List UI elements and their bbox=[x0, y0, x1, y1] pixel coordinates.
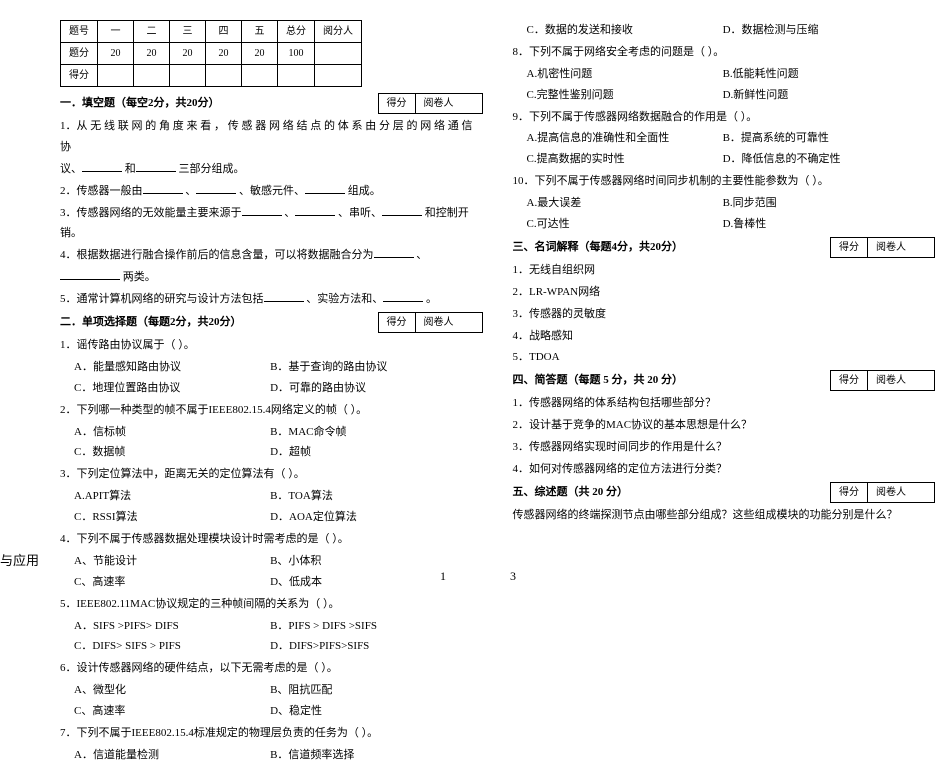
th-4: 四 bbox=[206, 21, 242, 43]
section1-scorebox: 得分 阅卷人 bbox=[378, 93, 483, 114]
s2-q7-opts: A．信道能量检测 B．信道频率选择 bbox=[60, 745, 483, 766]
th-total: 总分 bbox=[278, 21, 315, 43]
s3-q2: 2．LR-WPAN网络 bbox=[513, 282, 936, 303]
th-label: 题号 bbox=[61, 21, 98, 43]
exam-page: 题号 一 二 三 四 五 总分 阅分人 题分 20 20 20 20 20 10… bbox=[0, 0, 945, 776]
s2: 20 bbox=[134, 43, 170, 65]
s4-q3: 3．传感器网络实现时间同步的作用是什么？ bbox=[513, 437, 936, 458]
row2-label: 得分 bbox=[61, 65, 98, 87]
s2-q3: 3．下列定位算法中，距离无关的定位算法有（ ）。 bbox=[60, 464, 483, 485]
page-number-3: 3 bbox=[510, 569, 516, 584]
section5-scorebox: 得分 阅卷人 bbox=[830, 482, 935, 503]
th-reviewer: 阅分人 bbox=[315, 21, 362, 43]
right-column: C．数据的发送和接收 D．数据检测与压缩 8．下列不属于网络安全考虑的问题是（ … bbox=[513, 20, 936, 766]
section3-header: 三、名词解释（每题4分，共20分） 得分 阅卷人 bbox=[513, 237, 936, 258]
s2-q8-opts: A.机密性问题 B.低能耗性问题 C.完整性鉴别问题 D.新鲜性问题 bbox=[513, 64, 936, 106]
th-1: 一 bbox=[98, 21, 134, 43]
section1-title: 一．填空题（每空2分，共20分） bbox=[60, 93, 220, 114]
s1: 20 bbox=[98, 43, 134, 65]
bottom-label: 与应用 bbox=[0, 550, 39, 569]
section1-header: 一．填空题（每空2分，共20分） 得分 阅卷人 bbox=[60, 93, 483, 114]
section2-header: 二．单项选择题（每题2分，共20分） 得分 阅卷人 bbox=[60, 312, 483, 333]
s2-q2-opts: A．信标帧 B．MAC命令帧 C．数据帧 D．超帧 bbox=[60, 422, 483, 464]
s2-q7: 7．下列不属于IEEE802.15.4标准规定的物理层负责的任务为（ ）。 bbox=[60, 723, 483, 744]
s2-q6-opts: A、微型化 B、阻抗匹配 C、高速率 D、稳定性 bbox=[60, 680, 483, 722]
section3-title: 三、名词解释（每题4分，共20分） bbox=[513, 237, 684, 258]
s2-q10-opts: A.最大误差 B.同步范围 C.可达性 D.鲁棒性 bbox=[513, 193, 936, 235]
s3-q5: 5．TDOA bbox=[513, 347, 936, 368]
score-header-table: 题号 一 二 三 四 五 总分 阅分人 题分 20 20 20 20 20 10… bbox=[60, 20, 362, 87]
s2-q3-opts: A.APIT算法 B．TOA算法 C．RSSI算法 D．AOA定位算法 bbox=[60, 486, 483, 528]
s2-q2: 2．下列哪一种类型的帧不属于IEEE802.15.4网络定义的帧（ ）。 bbox=[60, 400, 483, 421]
left-column: 题号 一 二 三 四 五 总分 阅分人 题分 20 20 20 20 20 10… bbox=[60, 20, 483, 766]
scorebox-reviewer: 阅卷人 bbox=[416, 94, 482, 113]
th-3: 三 bbox=[170, 21, 206, 43]
section2-scorebox: 得分 阅卷人 bbox=[378, 312, 483, 333]
section5-header: 五、综述题（共 20 分） 得分 阅卷人 bbox=[513, 482, 936, 503]
s2-q9-opts: A.提高信息的准确性和全面性 B．提高系统的可靠性 C.提高数据的实时性 D．降… bbox=[513, 128, 936, 170]
s4: 20 bbox=[206, 43, 242, 65]
s3-q1: 1．无线自组织网 bbox=[513, 260, 936, 281]
s3: 20 bbox=[170, 43, 206, 65]
s4-q4: 4．如何对传感器网络的定位方法进行分类？ bbox=[513, 459, 936, 480]
s2-q5-opts: A．SIFS >PIFS> DIFS B．PIFS > DIFS >SIFS C… bbox=[60, 616, 483, 658]
s2-q4: 4．下列不属于传感器数据处理模块设计时需考虑的是（ ）。 bbox=[60, 529, 483, 550]
s2-q10: 10．下列不属于传感器网络时间同步机制的主要性能参数为（ ）。 bbox=[513, 171, 936, 192]
th-2: 二 bbox=[134, 21, 170, 43]
s2-q7-opts-cont: C．数据的发送和接收 D．数据检测与压缩 bbox=[513, 20, 936, 41]
s2-q1-opts: A．能量感知路由协议 B．基于查询的路由协议 C．地理位置路由协议 D．可靠的路… bbox=[60, 357, 483, 399]
s1-q3: 3．传感器网络的无效能量主要来源于 、 、串听、 和控制开销。 bbox=[60, 203, 483, 245]
s2-q5: 5．IEEE802.11MAC协议规定的三种帧间隔的关系为（ ）。 bbox=[60, 594, 483, 615]
section3-scorebox: 得分 阅卷人 bbox=[830, 237, 935, 258]
s2-q1: 1．谣传路由协议属于（ ）。 bbox=[60, 335, 483, 356]
section4-scorebox: 得分 阅卷人 bbox=[830, 370, 935, 391]
s1-q5: 5．通常计算机网络的研究与设计方法包括 、实验方法和、 。 bbox=[60, 289, 483, 310]
s4-q1: 1．传感器网络的体系结构包括哪些部分？ bbox=[513, 393, 936, 414]
sreviewer bbox=[315, 43, 362, 65]
s1-q4b: 两类。 bbox=[60, 267, 483, 288]
s4-q2: 2．设计基于竞争的MAC协议的基本思想是什么？ bbox=[513, 415, 936, 436]
s2-q9: 9．下列不属于传感器网络数据融合的作用是（ ）。 bbox=[513, 107, 936, 128]
s5-q: 传感器网络的终端探测节点由哪些部分组成？这些组成模块的功能分别是什么？ bbox=[513, 505, 936, 526]
s3-q3: 3．传感器的灵敏度 bbox=[513, 304, 936, 325]
s1-q4: 4．根据数据进行融合操作前后的信息含量，可以将数据融合分为 、 bbox=[60, 245, 483, 266]
s1-q1-line2: 议、 和 三部分组成。 bbox=[60, 159, 483, 180]
s2-q8: 8．下列不属于网络安全考虑的问题是（ ）。 bbox=[513, 42, 936, 63]
s1-q1-line1: 1．从 无 线 联 网 的 角 度 来 看 ， 传 感 器 网 络 结 点 的 … bbox=[60, 116, 483, 158]
page-number-1: 1 bbox=[440, 569, 446, 584]
s2-q4-opts: A、节能设计 B、小体积 C、高速率 D、低成本 bbox=[60, 551, 483, 593]
section5-title: 五、综述题（共 20 分） bbox=[513, 482, 629, 503]
stotal: 100 bbox=[278, 43, 315, 65]
th-5: 五 bbox=[242, 21, 278, 43]
section2-title: 二．单项选择题（每题2分，共20分） bbox=[60, 312, 242, 333]
scorebox-score: 得分 bbox=[379, 94, 416, 113]
section4-title: 四、简答题（每题 5 分，共 20 分） bbox=[513, 370, 684, 391]
s5: 20 bbox=[242, 43, 278, 65]
s1-q2: 2．传感器一般由 、 、敏感元件、 组成。 bbox=[60, 181, 483, 202]
row1-label: 题分 bbox=[61, 43, 98, 65]
s3-q4: 4．战略感知 bbox=[513, 326, 936, 347]
section4-header: 四、简答题（每题 5 分，共 20 分） 得分 阅卷人 bbox=[513, 370, 936, 391]
